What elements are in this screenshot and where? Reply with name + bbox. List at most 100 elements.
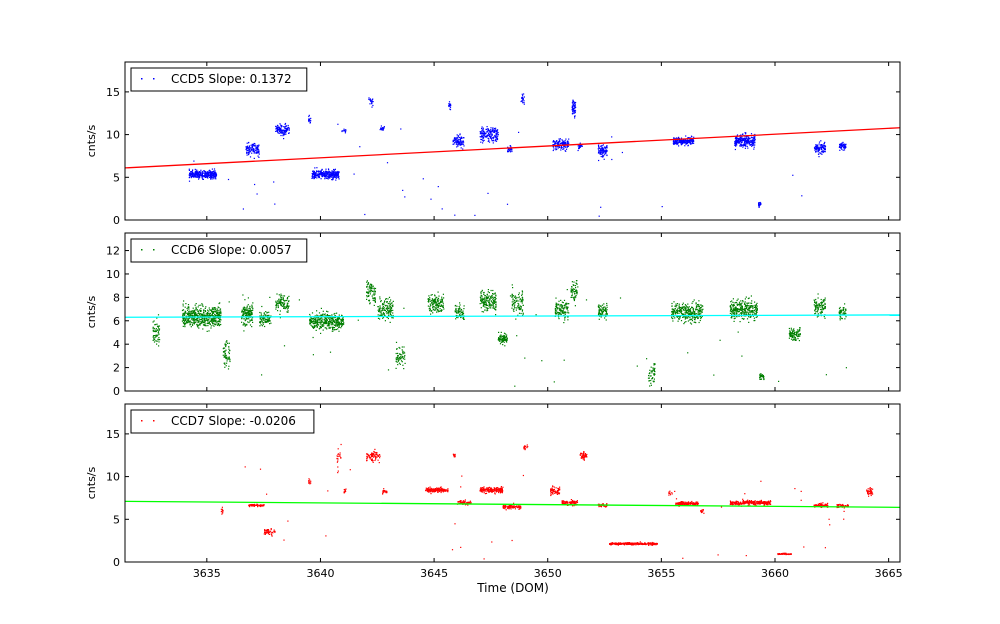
ccd5-data-point (823, 148, 825, 150)
ccd6-data-point (241, 311, 243, 313)
ccd6-data-point (674, 311, 676, 313)
ccd6-data-point (251, 304, 253, 306)
ccd6-data-point (342, 320, 344, 322)
ccd6-data-point (187, 318, 189, 320)
ccd6-data-point (605, 313, 607, 315)
ccd6-data-point (245, 313, 247, 315)
ccd6-data-point (268, 311, 270, 313)
ccd6-data-point (268, 320, 270, 322)
ccd5-data-point (246, 142, 248, 144)
ccd5-data-point (742, 138, 744, 140)
ccd6-data-point (488, 301, 490, 304)
ccd6-data-point (218, 319, 221, 321)
ccd5-data-point (205, 176, 207, 178)
ccd6-data-point (650, 370, 652, 372)
ccd5-data-point (308, 120, 310, 122)
ccd5-data-point (458, 138, 460, 141)
ccd5-outlier-point (274, 203, 276, 205)
ccd6-data-point (504, 333, 507, 335)
ccd5-data-point (211, 176, 213, 179)
ccd6-data-point (323, 322, 325, 324)
ccd5-data-point (190, 175, 193, 177)
ccd5-data-point (693, 142, 695, 144)
ccd5-data-point (454, 139, 456, 141)
ccd6-data-point (321, 318, 323, 320)
ccd6-data-point (486, 310, 488, 312)
ccd6-data-point (156, 334, 158, 337)
ccd5-outlier-point (242, 208, 244, 210)
ccd6-data-point (499, 339, 502, 341)
ccd6-data-point (434, 299, 436, 301)
ccd6-data-point (202, 305, 204, 307)
ccd5-data-point (692, 139, 695, 142)
ccd6-data-point (380, 314, 382, 316)
ccd6-data-point (275, 304, 277, 306)
ccd5-data-point (198, 177, 200, 179)
ccd5-data-point (746, 135, 748, 138)
ccd6-data-point (691, 318, 693, 320)
ccd5-data-point (693, 140, 695, 142)
ccd5-data-point (380, 128, 382, 130)
ccd6-data-point (601, 309, 603, 311)
ccd6-data-point (503, 336, 505, 338)
ccd6-data-point (226, 356, 228, 358)
ccd6-data-point (520, 307, 522, 309)
ccd5-data-point (511, 148, 513, 150)
ccd5-data-point (843, 143, 845, 145)
ccd6-data-point (563, 322, 565, 324)
ccd5-data-point (206, 175, 208, 177)
ccd6-data-point (331, 326, 333, 328)
ccd6-data-point (392, 312, 394, 314)
ccd5-data-point (494, 140, 496, 142)
ccd6-data-point (260, 314, 262, 316)
ccd6-data-point (331, 319, 333, 321)
ccd5-outlier-point (359, 146, 361, 148)
ccd6-data-point (499, 338, 501, 340)
ccd6-data-point (268, 314, 270, 316)
ccd5-data-point (459, 143, 461, 145)
ccd5-data-point (198, 178, 200, 180)
ccd6-data-point (459, 307, 461, 309)
ccd5-data-point (204, 171, 206, 173)
ccd5-data-point (316, 170, 318, 172)
ccd6-data-point (454, 311, 456, 313)
ccd5-data-point (845, 146, 847, 148)
ccd6-data-point (515, 297, 517, 299)
ccd6-data-point (309, 313, 311, 316)
ccd6-data-point (200, 313, 202, 315)
ccd6-data-point (653, 364, 655, 366)
ccd6-data-point (368, 292, 370, 294)
ccd6-data-point (502, 339, 504, 341)
ccd6-data-point (484, 301, 487, 303)
ccd5-data-point (276, 124, 279, 126)
ccd6-data-point (511, 295, 513, 297)
ccd5-data-point (334, 171, 336, 173)
ccd5-data-point (574, 117, 576, 119)
ccd6-data-point (334, 315, 337, 317)
ccd5-data-point (382, 129, 384, 131)
ccd5-data-point (479, 133, 481, 135)
ccd5-data-point (249, 147, 251, 149)
ccd6-data-point (492, 305, 494, 307)
ccd5-data-point (750, 133, 753, 135)
ccd5-data-point (486, 130, 489, 132)
ccd5-data-point (603, 148, 605, 151)
ccd5-data-point (673, 143, 675, 145)
ccd5-data-point (746, 143, 748, 145)
ccd5-data-point (563, 142, 565, 144)
ccd6-data-point (513, 310, 515, 312)
ccd5-data-point (843, 145, 845, 147)
ccd6-data-point (199, 319, 201, 321)
ccd5-data-point (459, 138, 461, 140)
ccd5-data-point (252, 149, 255, 151)
ccd6-data-point (249, 324, 252, 326)
ccd5-data-point (458, 141, 460, 143)
ccd5-data-point (741, 144, 743, 146)
ccd5-data-point (459, 144, 461, 146)
ccd5-data-point (460, 139, 462, 141)
ccd5-data-point (824, 149, 826, 151)
ccd6-data-point (458, 306, 460, 308)
ccd6-data-point (684, 318, 686, 320)
ccd6-data-point (380, 301, 382, 303)
ccd5-outlier-point (422, 178, 424, 180)
